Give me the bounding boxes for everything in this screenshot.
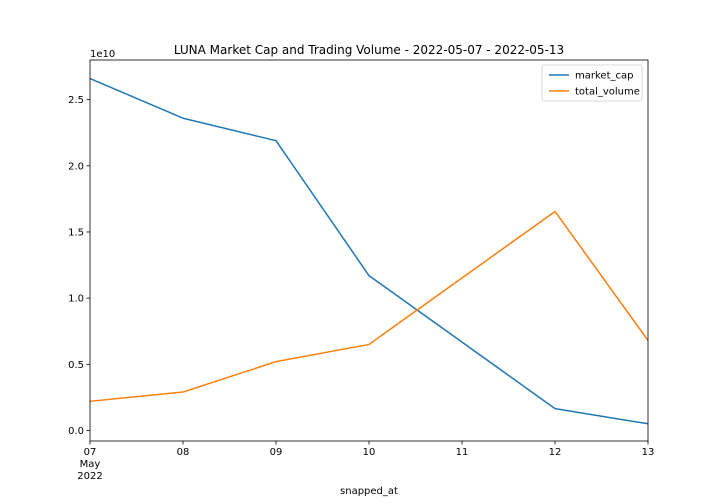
x-tick-label: 13 — [642, 447, 655, 458]
x-tick-label: 09 — [270, 447, 283, 458]
y-tick-label: 1.5 — [68, 227, 84, 238]
x-tick-label: 07 — [84, 447, 97, 458]
x-tick-label: 10 — [363, 447, 376, 458]
y-tick-label: 2.5 — [68, 95, 84, 106]
plot-area — [89, 77, 649, 425]
y-tick-label: 1.0 — [68, 294, 84, 305]
y-tick-label: 0.0 — [68, 426, 84, 437]
x-tick-label: 12 — [549, 447, 562, 458]
x-tick-label: 11 — [456, 447, 469, 458]
chart-title: LUNA Market Cap and Trading Volume - 202… — [174, 43, 564, 57]
y-offset-label: 1e10 — [90, 49, 115, 60]
y-tick-label: 2.0 — [68, 161, 84, 172]
x-axis-label: snapped_at — [340, 486, 398, 497]
y-tick-label: 0.5 — [68, 360, 84, 371]
series-line-market_cap — [89, 77, 649, 425]
legend-label-market_cap: market_cap — [575, 71, 633, 82]
legend-label-total_volume: total_volume — [575, 87, 640, 98]
legend-box — [541, 64, 643, 102]
x-tick-sublabel: 2022 — [77, 471, 102, 482]
x-tick-sublabel: May — [80, 459, 101, 470]
legend: market_cap total_volume — [541, 64, 643, 102]
y-axis: 0.0 0.5 1.0 1.5 2.0 2.5 — [68, 95, 90, 437]
series-line-total_volume — [89, 210, 649, 403]
x-tick-label: 08 — [177, 447, 190, 458]
